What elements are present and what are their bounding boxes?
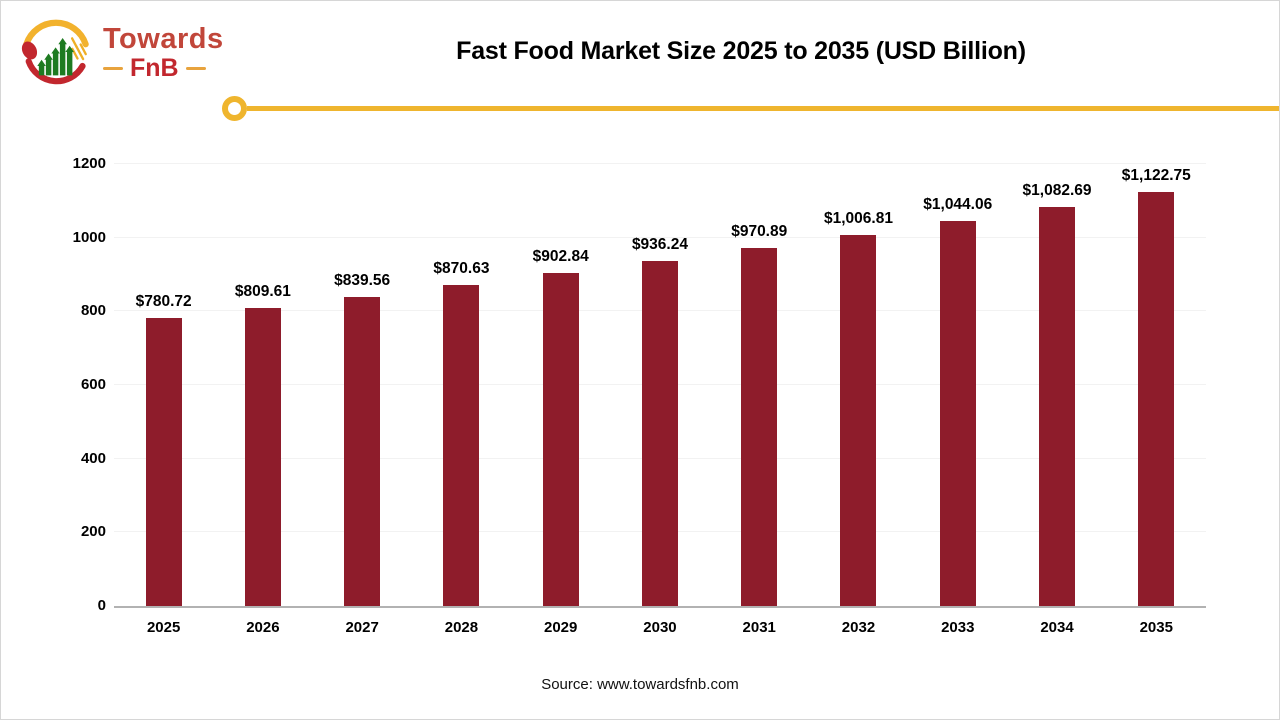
gridline [114,236,1206,238]
x-axis-tick-label: 2030 [643,619,677,636]
x-axis-tick-label: 2032 [841,619,876,636]
y-axis-tick-label: 1000 [72,228,106,246]
divider-ring-icon [222,96,247,121]
bar-value-label: $780.72 [135,293,192,311]
logo-name: Towards [103,22,224,55]
y-axis-tick-label: 0 [97,597,106,614]
bar-group-2030: $936.24 2030 [610,164,709,636]
bar-value-label: $1,006.81 [824,210,893,228]
towards-fnb-logo: Towards FnB [17,13,224,91]
bar-value-label: $936.24 [631,236,688,254]
chart-title: Fast Food Market Size 2025 to 2035 (USD … [456,37,1026,65]
bar [1039,207,1076,606]
bar [244,307,281,606]
y-axis-tick-label: 1200 [72,155,106,172]
bar-value-label: $870.63 [433,260,490,278]
bar [641,261,678,606]
x-axis-tick-label: 2033 [941,619,975,636]
bar-group-2033: $1,044.06 2033 [908,164,1007,636]
logo-text: Towards FnB [103,24,224,81]
logo-subtitle: FnB [103,53,224,82]
bar-columns: $780.72 2025 $809.61 2026 $839.56 2027 $870.63… [114,164,1206,636]
x-axis-tick-label: 2034 [1040,619,1074,636]
bar-group-2025: $780.72 2025 [114,164,213,636]
bar-group-2034: $1,082.69 2034 [1007,164,1106,636]
bar [344,296,381,606]
source-text: Source: www.towardsfnb.com [541,676,739,693]
y-axis: 0 200 400 600 800 1000 1200 [41,155,106,614]
bar-chart-plot-area: $780.72 2025 $809.61 2026 $839.56 2027 $870.63… [114,163,1206,636]
bar-group-2026: $809.61 2026 [213,164,312,636]
gridline [114,163,1206,164]
y-axis-tick-label: 200 [80,523,106,541]
bar-group-2027: $839.56 2027 [313,164,412,636]
bar [1138,192,1175,606]
bar [939,221,976,606]
bar-value-label: $1,082.69 [1022,182,1092,200]
bar [542,273,579,606]
bar-group-2035: $1,122.75 2035 [1107,164,1206,636]
x-axis-tick-label: 2028 [444,619,479,636]
bar-value-label: $902.84 [532,248,589,266]
bar-group-2032: $1,006.81 2032 [809,164,908,636]
bar-value-label: $1,122.75 [1121,167,1191,185]
logo-dash-left [103,66,123,70]
towards-fnb-logo-icon [21,19,89,85]
x-axis-tick-label: 2025 [146,619,181,636]
x-axis-tick-label: 2026 [246,619,280,636]
bar-value-label: $970.89 [731,223,788,241]
bar [741,248,778,606]
x-axis-tick-label: 2035 [1139,619,1173,636]
y-axis-tick-label: 600 [80,376,106,393]
bar-group-2031: $970.89 2031 [710,164,809,636]
x-axis-tick-label: 2029 [544,619,578,636]
x-axis-tick-label: 2027 [345,619,379,636]
y-axis-tick-label: 800 [80,302,106,320]
bar-value-label: $839.56 [334,271,391,289]
bar-value-label: $1,044.06 [923,196,993,214]
bar-value-label: $809.61 [234,282,291,300]
bar [443,285,480,606]
y-axis-tick-label: 400 [80,449,106,467]
logo-sub-text: FnB [130,53,179,82]
logo-dash-right [185,66,206,70]
bar [840,235,877,606]
bar-group-2029: $902.84 2029 [511,164,610,636]
bar [145,318,182,606]
title-divider-line [247,106,1279,111]
x-axis-tick-label: 2031 [742,619,776,636]
bar-group-2028: $870.63 2028 [412,164,511,636]
